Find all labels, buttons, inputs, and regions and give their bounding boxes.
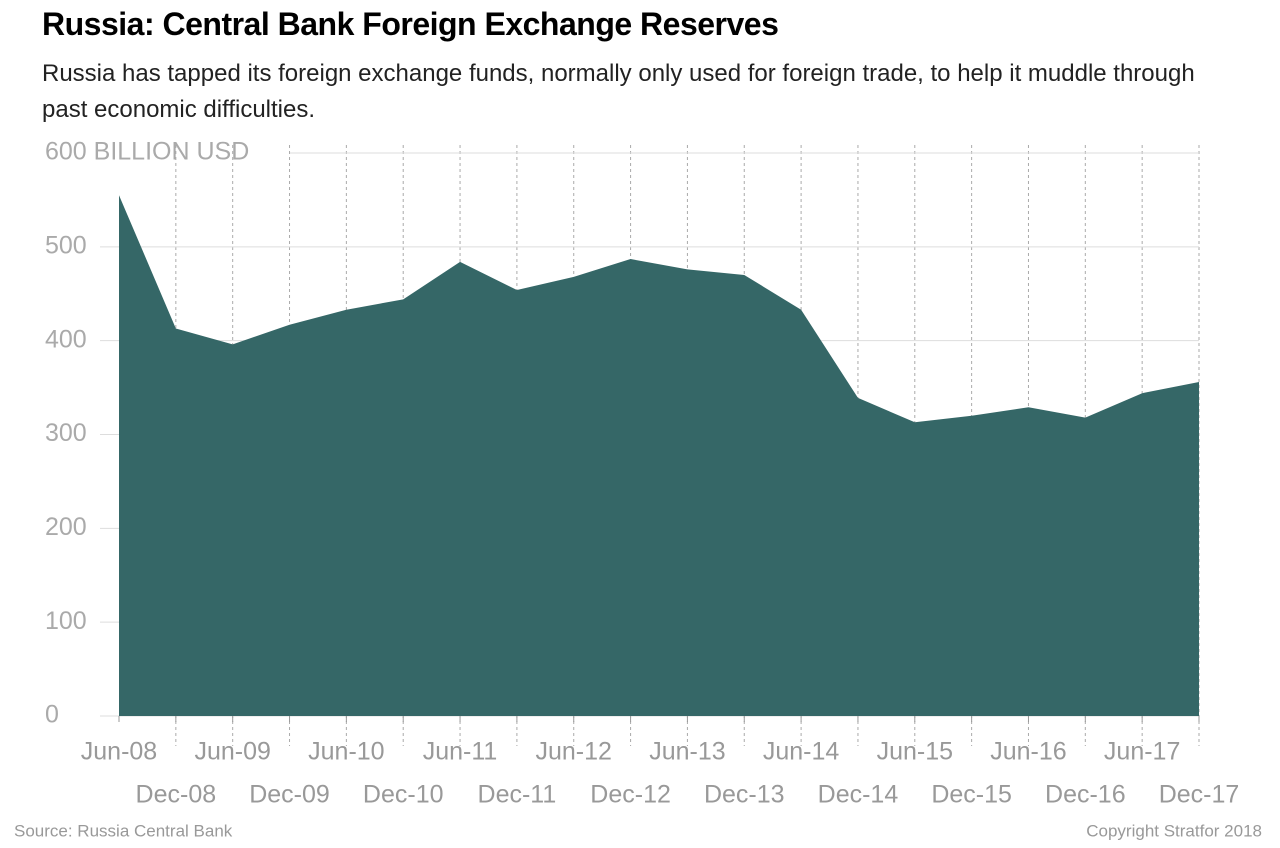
x-tick-label: Dec-10 bbox=[363, 781, 444, 809]
x-tick-label: Dec-13 bbox=[704, 781, 785, 809]
y-tick-label: 600 BILLION USD bbox=[45, 138, 249, 166]
y-tick-label: 0 bbox=[45, 701, 59, 729]
y-tick-label: 100 bbox=[45, 607, 87, 635]
chart-subtitle: Russia has tapped its foreign exchange f… bbox=[42, 60, 1195, 123]
y-tick-label: 400 bbox=[45, 325, 87, 353]
x-tick-label: Jun-14 bbox=[763, 738, 840, 766]
x-tick-label: Dec-14 bbox=[818, 781, 899, 809]
copyright: Copyright Stratfor 2018 bbox=[1086, 821, 1262, 840]
y-tick-label: 300 bbox=[45, 419, 87, 447]
x-tick-label: Jun-17 bbox=[1104, 738, 1180, 766]
x-tick-label: Dec-16 bbox=[1045, 781, 1126, 809]
x-tick-label: Dec-17 bbox=[1159, 781, 1240, 809]
x-tick-label: Dec-09 bbox=[249, 781, 330, 809]
x-tick-label: Jun-08 bbox=[81, 738, 157, 766]
x-tick-label: Jun-09 bbox=[194, 738, 270, 766]
x-tick-label: Jun-16 bbox=[990, 738, 1066, 766]
x-tick-label: Dec-08 bbox=[136, 781, 217, 809]
x-tick-label: Jun-11 bbox=[423, 738, 498, 766]
x-tick-label: Jun-10 bbox=[308, 738, 384, 766]
area bbox=[119, 195, 1199, 717]
x-tick-label: Dec-15 bbox=[931, 781, 1012, 809]
y-tick-label: 200 bbox=[45, 513, 87, 541]
y-tick-label: 500 bbox=[45, 231, 87, 259]
chart-title: Russia: Central Bank Foreign Exchange Re… bbox=[42, 6, 779, 42]
source: Source: Russia Central Bank bbox=[14, 821, 233, 840]
x-tick-label: Jun-13 bbox=[649, 738, 725, 766]
x-tick-label: Dec-11 bbox=[478, 781, 557, 809]
x-tick-label: Dec-12 bbox=[590, 781, 671, 809]
x-tick-label: Jun-12 bbox=[536, 738, 612, 766]
x-tick-label: Jun-15 bbox=[877, 738, 953, 766]
